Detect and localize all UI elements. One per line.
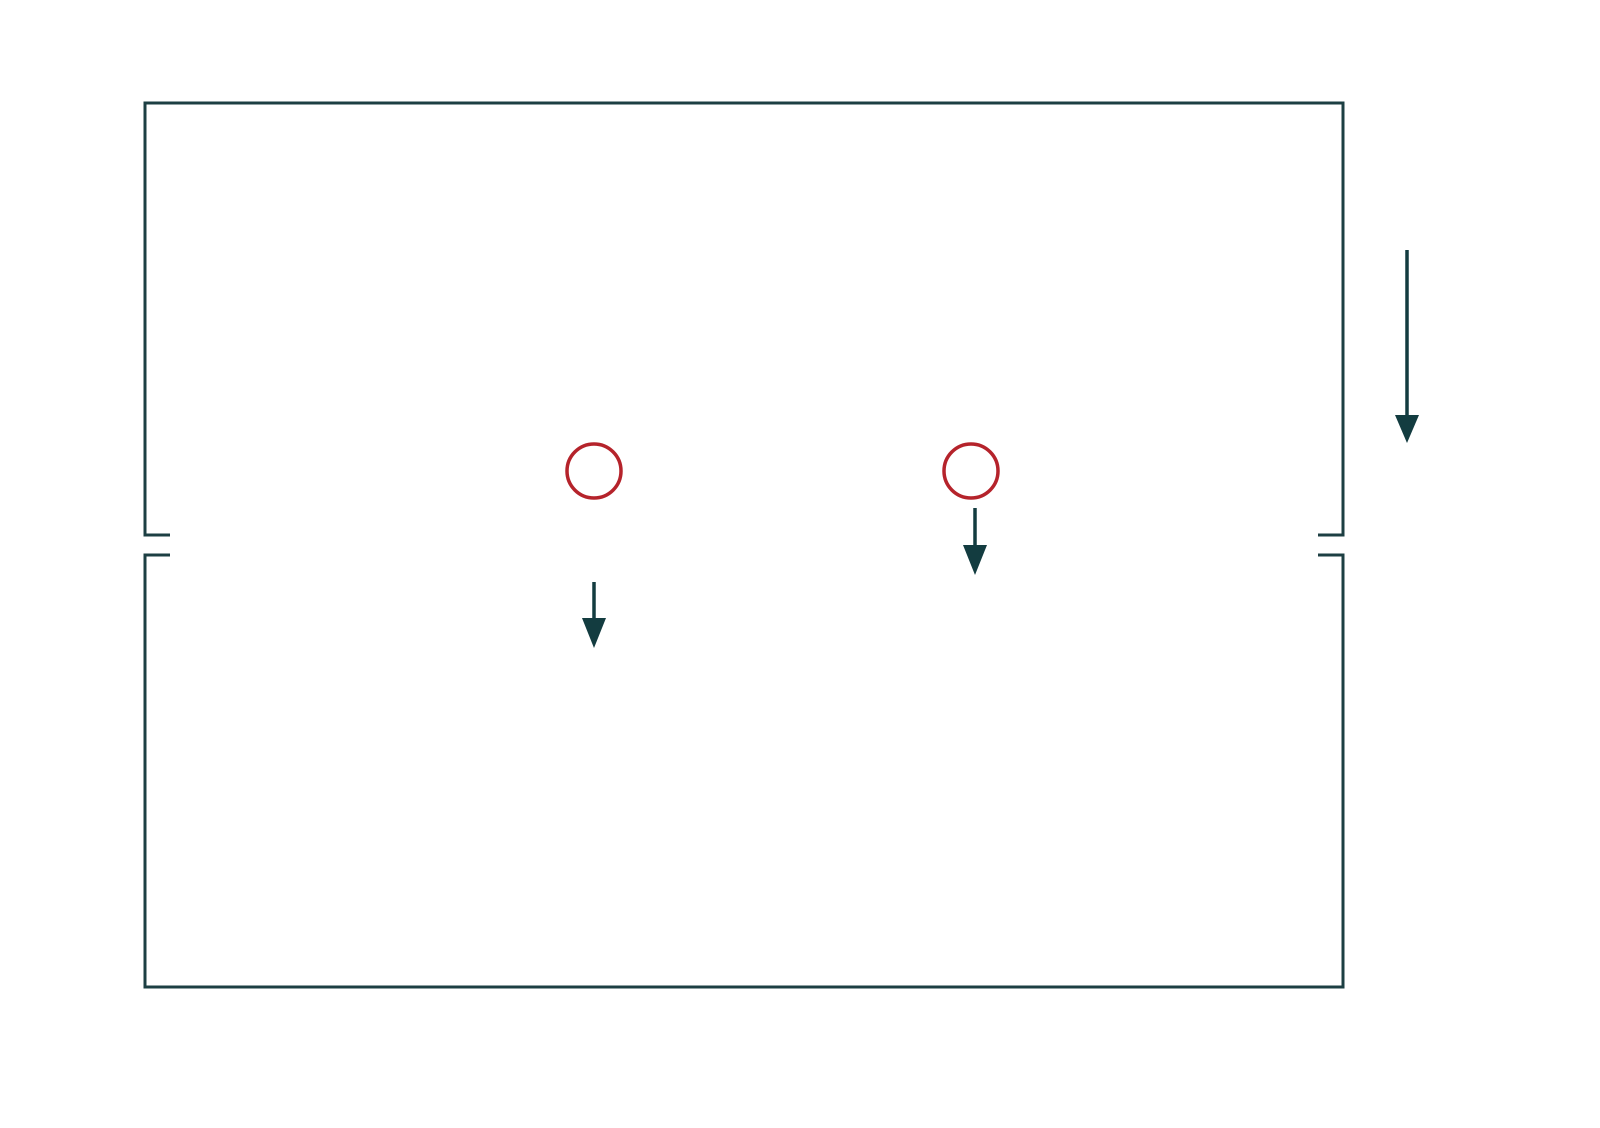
- top-panel-frame: [143, 101, 1345, 537]
- arrow-2021-peak-icon: [963, 508, 987, 575]
- arrow-2017-peak-icon: [582, 582, 606, 648]
- bottom-panel-frame: [143, 553, 1345, 989]
- collapsing-complexity-arrow-icon: [1395, 250, 1419, 443]
- circle-marker-2017: [565, 442, 623, 500]
- circle-marker-2021: [942, 442, 1000, 500]
